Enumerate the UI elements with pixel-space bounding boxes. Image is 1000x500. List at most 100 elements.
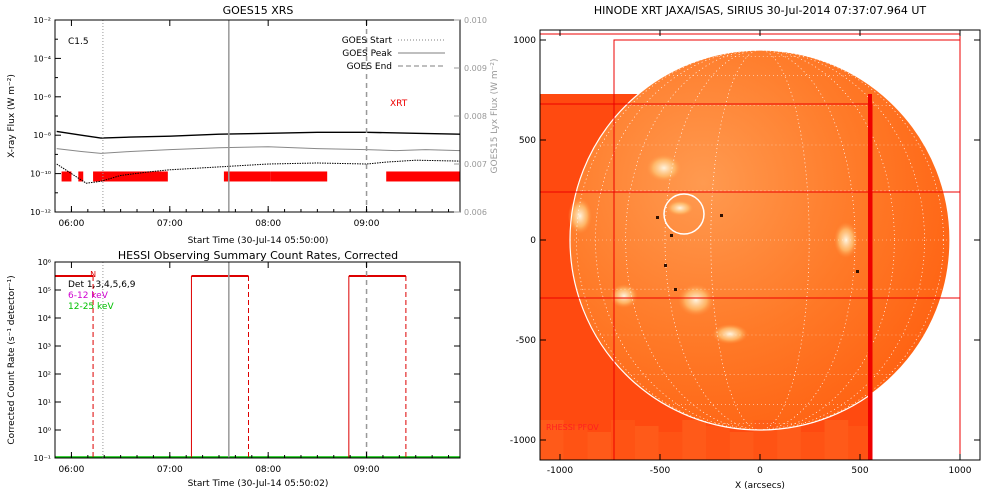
goes-coverage-bar-4 bbox=[270, 171, 328, 182]
goes-legend-label-1: GOES Peak bbox=[342, 49, 392, 59]
goes-yr-tick-label-4: 0.010 bbox=[464, 16, 487, 25]
xrt-dark-speck-3 bbox=[720, 214, 723, 217]
xrt-mosaic-block bbox=[753, 420, 778, 460]
xrt-bright-region-3 bbox=[666, 200, 694, 216]
hessi-y-tick-label-4: 10³ bbox=[38, 342, 51, 351]
xrt-mosaic-block bbox=[540, 420, 564, 460]
goes-yr-tick-label-3: 0.009 bbox=[464, 64, 487, 73]
goes-series-0 bbox=[56, 130, 460, 139]
xrt-mosaic-block bbox=[824, 420, 849, 460]
xrt-mosaic-block bbox=[729, 432, 754, 460]
goes-ylabel-right: GOES15 Lyx Flux (W m⁻²) bbox=[490, 59, 500, 174]
goes-y-tick-label-5: 10⁻² bbox=[33, 16, 51, 25]
hessi-y-tick-label-7: 10⁶ bbox=[38, 258, 51, 267]
goes-y-tick-label-0: 10⁻¹² bbox=[30, 208, 51, 217]
xrt-x-tick-label-1: -500 bbox=[650, 466, 671, 476]
hinode-xrt-panel: HINODE XRT JAXA/ISAS, SIRIUS 30-Jul-2014… bbox=[510, 4, 981, 491]
xrt-mosaic-block bbox=[706, 426, 730, 460]
goes-x-tick-label-1: 07:00 bbox=[157, 219, 183, 229]
goes-axes: 06:00 07:00 08:00 09:00 10⁻¹² 10⁻¹⁰ 10⁻⁸ 10⁻⁶ 10… bbox=[30, 16, 487, 229]
xrt-title: HINODE XRT JAXA/ISAS, SIRIUS 30-Jul-2014… bbox=[594, 4, 927, 17]
xrt-x-tick-label-0: -1000 bbox=[547, 466, 573, 476]
goes-legend-label-0: GOES Start bbox=[342, 36, 393, 46]
xrt-bright-region-0 bbox=[646, 154, 682, 182]
xrt-mosaic-block bbox=[658, 432, 683, 460]
hessi-axes-frame bbox=[54, 261, 461, 459]
goes-yr-tick-label-1: 0.007 bbox=[464, 160, 487, 169]
hessi-plot-area: N bbox=[55, 262, 460, 458]
xrt-x-tick-label-2: 0 bbox=[757, 466, 763, 476]
goes-x-tick-label-3: 09:00 bbox=[354, 219, 380, 229]
goes-axes-frame bbox=[54, 19, 461, 213]
xrt-y-tick-label-0: -1000 bbox=[510, 436, 536, 446]
goes-legend-label-2: GOES End bbox=[347, 62, 392, 72]
hessi-legend-label-0: Det 1,3,4,5,6,9 bbox=[68, 280, 136, 290]
xrt-y-tick-label-4: 1000 bbox=[513, 36, 536, 46]
goes-yr-tick-label-0: 0.006 bbox=[464, 208, 487, 217]
hessi-panel: HESSI Observing Summary Count Rates, Cor… bbox=[7, 249, 461, 489]
xrt-dark-speck-1 bbox=[664, 264, 667, 267]
xrt-mosaic-block bbox=[848, 426, 872, 460]
goes-xlabel: Start Time (30-Jul-14 05:50:00) bbox=[188, 236, 329, 246]
goes-yr-tick-label-2: 0.008 bbox=[464, 112, 487, 121]
hessi-legend-label-2: 12-25 keV bbox=[68, 302, 114, 312]
hessi-y-tick-label-5: 10⁴ bbox=[38, 314, 51, 323]
xrt-image-edge bbox=[868, 94, 872, 460]
xrt-mosaic-block bbox=[563, 426, 588, 460]
goes-ylabel: X-ray Flux (W m⁻²) bbox=[7, 74, 17, 158]
xrt-axes: -1000 -500 0 500 1000 -1000 -500 0 500 1000 bbox=[510, 30, 980, 476]
xrt-corner-label: RHESSI PFOV bbox=[546, 423, 599, 432]
xrt-bright-region-6 bbox=[712, 324, 748, 344]
goes-plot-area bbox=[56, 20, 460, 212]
xrt-solar-disk bbox=[570, 50, 950, 430]
xrt-x-tick-label-3: 500 bbox=[851, 466, 868, 476]
xrt-x-tick-label-4: 1000 bbox=[949, 466, 972, 476]
xrt-bright-region-4 bbox=[678, 284, 714, 316]
goes-coverage-bar-2 bbox=[93, 171, 168, 182]
xrt-image-area bbox=[540, 33, 961, 460]
xrt-dark-speck-4 bbox=[856, 270, 859, 273]
goes-coverage-bar-1 bbox=[78, 171, 84, 182]
hessi-axes: 06:00 07:00 08:00 09:00 10⁻¹ 10⁰ 10¹ 10² 10³ 10⁴ 1… bbox=[33, 258, 460, 475]
goes-coverage-bar-0 bbox=[61, 171, 72, 182]
hessi-ylabel: Corrected Count Rate (s⁻¹ detector⁻¹) bbox=[7, 275, 17, 444]
goes-series-1 bbox=[56, 146, 460, 154]
xrt-y-tick-label-1: -500 bbox=[516, 336, 537, 346]
hessi-legend-label-1: 6-12 keV bbox=[68, 291, 109, 301]
goes-legend: GOES Start GOES Peak GOES End bbox=[342, 36, 445, 72]
xrt-mosaic-block bbox=[634, 426, 659, 460]
goes-title: GOES15 XRS bbox=[223, 4, 294, 17]
hessi-y-tick-label-3: 10² bbox=[38, 370, 51, 379]
hessi-y-tick-label-0: 10⁻¹ bbox=[33, 454, 51, 463]
goes-y-tick-label-2: 10⁻⁸ bbox=[33, 131, 51, 140]
xrt-mosaic-block bbox=[611, 420, 635, 460]
xrt-mosaic-block bbox=[777, 426, 801, 460]
goes-annotation: C1.5 bbox=[68, 37, 89, 47]
xrt-bright-region-2 bbox=[610, 284, 638, 308]
hessi-x-tick-label-2: 08:00 bbox=[255, 465, 281, 475]
xrt-y-tick-label-2: 0 bbox=[530, 236, 536, 246]
xrt-grid-lon bbox=[664, 49, 856, 431]
xrt-dark-speck-0 bbox=[656, 216, 659, 219]
xrt-mosaic-block bbox=[682, 420, 706, 460]
hessi-flag-label: N bbox=[90, 270, 96, 279]
goes-x-tick-label-0: 06:00 bbox=[58, 219, 84, 229]
xrt-dark-speck-2 bbox=[674, 288, 677, 291]
xrt-bright-region-1 bbox=[568, 198, 592, 234]
goes-xrs-panel: GOES15 XRS 06:00 07:00 08:00 09:00 10⁻¹² 10⁻¹… bbox=[7, 4, 500, 246]
hessi-y-tick-label-6: 10⁵ bbox=[38, 286, 51, 295]
goes-coverage-bar-3 bbox=[223, 171, 271, 182]
goes-coverage-bar-5 bbox=[386, 171, 460, 182]
xrt-highlight-circle bbox=[663, 193, 705, 235]
hessi-y-tick-label-1: 10⁰ bbox=[38, 426, 51, 435]
goes-y-tick-label-1: 10⁻¹⁰ bbox=[30, 170, 51, 179]
hessi-x-tick-label-0: 06:00 bbox=[58, 465, 84, 475]
hessi-title: HESSI Observing Summary Count Rates, Cor… bbox=[118, 249, 398, 262]
hessi-x-tick-label-3: 09:00 bbox=[354, 465, 380, 475]
hessi-x-tick-label-1: 07:00 bbox=[157, 465, 183, 475]
xrt-xlabel: X (arcsecs) bbox=[735, 481, 785, 491]
hessi-y-tick-label-2: 10¹ bbox=[38, 398, 51, 407]
xrt-y-tick-label-3: 500 bbox=[519, 136, 536, 146]
